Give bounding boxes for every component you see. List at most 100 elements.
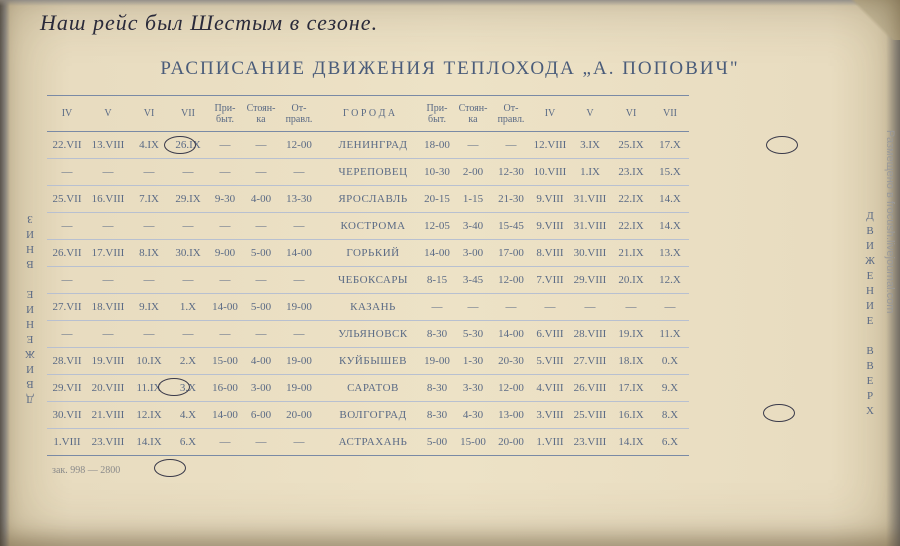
- data-cell: —: [207, 132, 243, 159]
- data-cell: 19.VIII: [87, 348, 129, 375]
- data-cell: 28.VII: [47, 348, 87, 375]
- table-row: ———————КОСТРОМА12-053-4015-459.VIII31.VI…: [47, 213, 689, 240]
- city-cell: ЛЕНИНГРАД: [319, 132, 419, 159]
- data-cell: 11.IX: [129, 375, 169, 402]
- data-cell: 3-00: [243, 375, 279, 402]
- data-cell: 15-00: [207, 348, 243, 375]
- col-header: От-правл.: [491, 96, 531, 132]
- col-header: V: [87, 96, 129, 132]
- data-cell: —: [129, 267, 169, 294]
- data-cell: 29.VIII: [569, 267, 611, 294]
- schedule-title: РАСПИСАНИЕ ДВИЖЕНИЯ ТЕПЛОХОДА „А. ПОПОВИ…: [0, 58, 900, 80]
- watermark-text: Размещено в frocush.livejournal.com: [884, 130, 896, 313]
- data-cell: 2-00: [455, 159, 491, 186]
- data-cell: 16.VIII: [87, 186, 129, 213]
- data-cell: —: [129, 213, 169, 240]
- table-row: ———————ЧЕРЕПОВЕЦ10-302-0012-3010.VIII1.I…: [47, 159, 689, 186]
- data-cell: 9-00: [207, 240, 243, 267]
- data-cell: 13.VIII: [87, 132, 129, 159]
- col-header: Стоян-ка: [243, 96, 279, 132]
- city-cell: КУЙБЫШЕВ: [319, 348, 419, 375]
- data-cell: 4-00: [243, 348, 279, 375]
- data-cell: 23.VIII: [87, 429, 129, 456]
- data-cell: 27.VII: [47, 294, 87, 321]
- data-cell: 1.IX: [569, 159, 611, 186]
- city-cell: ВОЛГОГРАД: [319, 402, 419, 429]
- data-cell: —: [455, 132, 491, 159]
- data-cell: 30.VII: [47, 402, 87, 429]
- col-header: При-быт.: [419, 96, 455, 132]
- data-cell: 25.VIII: [569, 402, 611, 429]
- col-header: VI: [611, 96, 651, 132]
- data-cell: 20-00: [491, 429, 531, 456]
- data-cell: 6.X: [651, 429, 689, 456]
- data-cell: 8-30: [419, 402, 455, 429]
- data-cell: 4.VIII: [531, 375, 569, 402]
- data-cell: 9.VIII: [531, 186, 569, 213]
- data-cell: 15-00: [455, 429, 491, 456]
- data-cell: —: [207, 159, 243, 186]
- data-cell: 9.VIII: [531, 213, 569, 240]
- col-header: VI: [129, 96, 169, 132]
- data-cell: 13-00: [491, 402, 531, 429]
- data-cell: —: [169, 213, 207, 240]
- data-cell: 23.IX: [611, 159, 651, 186]
- data-cell: 26.VII: [47, 240, 87, 267]
- data-cell: 20.VIII: [87, 375, 129, 402]
- data-cell: 16-00: [207, 375, 243, 402]
- data-cell: 2.X: [169, 348, 207, 375]
- data-cell: —: [169, 321, 207, 348]
- city-cell: САРАТОВ: [319, 375, 419, 402]
- data-cell: —: [207, 429, 243, 456]
- data-cell: 19-00: [279, 294, 319, 321]
- data-cell: 13-30: [279, 186, 319, 213]
- data-cell: 1-15: [455, 186, 491, 213]
- data-cell: —: [491, 294, 531, 321]
- data-cell: —: [207, 267, 243, 294]
- data-cell: —: [279, 321, 319, 348]
- data-cell: 9-30: [207, 186, 243, 213]
- data-cell: 14.IX: [611, 429, 651, 456]
- data-cell: 6.X: [169, 429, 207, 456]
- data-cell: 1.X: [169, 294, 207, 321]
- data-cell: 27.VIII: [569, 348, 611, 375]
- data-cell: —: [47, 267, 87, 294]
- data-cell: 3.IX: [569, 132, 611, 159]
- data-cell: 12-00: [491, 267, 531, 294]
- data-cell: 18.VIII: [87, 294, 129, 321]
- data-cell: —: [47, 213, 87, 240]
- col-header: IV: [531, 96, 569, 132]
- data-cell: 19-00: [279, 348, 319, 375]
- data-cell: 22.IX: [611, 186, 651, 213]
- table-row: 1.VIII23.VIII14.IX6.X———АСТРАХАНЬ5-0015-…: [47, 429, 689, 456]
- data-cell: 3-00: [455, 240, 491, 267]
- data-cell: —: [569, 294, 611, 321]
- data-cell: —: [87, 321, 129, 348]
- data-cell: —: [419, 294, 455, 321]
- data-cell: 30.VIII: [569, 240, 611, 267]
- data-cell: 16.IX: [611, 402, 651, 429]
- data-cell: 6-00: [243, 402, 279, 429]
- data-cell: 3-30: [455, 375, 491, 402]
- data-cell: 20-30: [491, 348, 531, 375]
- data-cell: 14.X: [651, 213, 689, 240]
- col-header: VII: [651, 96, 689, 132]
- col-header: Г О Р О Д А: [319, 96, 419, 132]
- data-cell: 20-15: [419, 186, 455, 213]
- table-row: ———————ЧЕБОКСАРЫ8-153-4512-007.VIII29.VI…: [47, 267, 689, 294]
- city-cell: АСТРАХАНЬ: [319, 429, 419, 456]
- data-cell: 1.VIII: [531, 429, 569, 456]
- data-cell: 10.VIII: [531, 159, 569, 186]
- data-cell: —: [87, 159, 129, 186]
- data-cell: 4.X: [169, 402, 207, 429]
- data-cell: 4-00: [243, 186, 279, 213]
- table-row: 29.VII20.VIII11.IX3.X16-003-0019-00САРАТ…: [47, 375, 689, 402]
- data-cell: —: [279, 267, 319, 294]
- data-cell: 21-30: [491, 186, 531, 213]
- data-cell: 8.IX: [129, 240, 169, 267]
- data-cell: —: [455, 294, 491, 321]
- data-cell: 29.IX: [169, 186, 207, 213]
- data-cell: 25.VII: [47, 186, 87, 213]
- col-header: IV: [47, 96, 87, 132]
- schedule-table: IVVVIVIIПри-быт.Стоян-каОт-правл.Г О Р О…: [47, 95, 689, 456]
